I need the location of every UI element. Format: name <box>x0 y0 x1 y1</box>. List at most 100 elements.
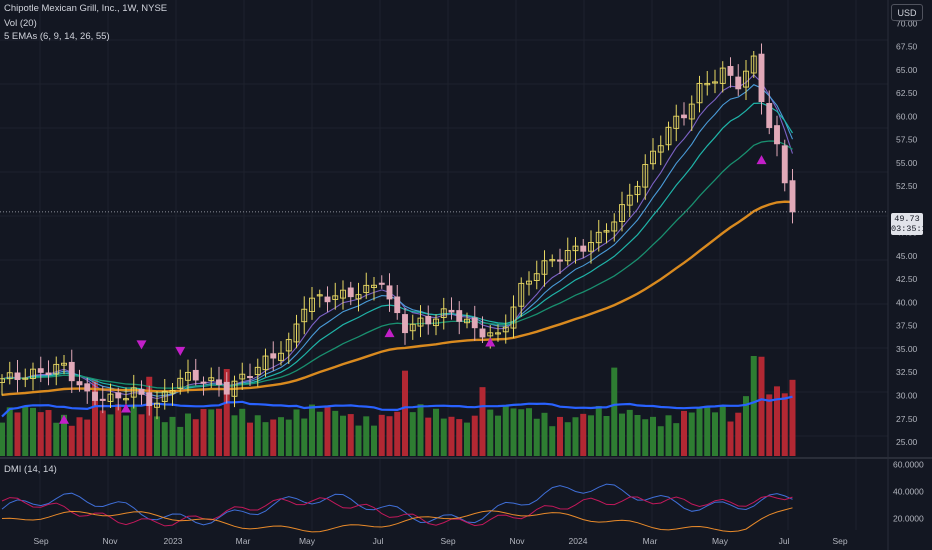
candle[interactable] <box>247 363 253 387</box>
candle[interactable] <box>471 305 478 341</box>
candle[interactable] <box>626 183 633 218</box>
candle[interactable] <box>278 341 284 366</box>
candle[interactable] <box>6 361 13 385</box>
candle[interactable] <box>479 316 486 343</box>
candle[interactable] <box>440 297 447 330</box>
candle[interactable] <box>37 356 44 383</box>
candle[interactable] <box>712 69 718 94</box>
candle[interactable] <box>270 341 277 371</box>
candle[interactable] <box>743 60 749 100</box>
candle[interactable] <box>696 75 703 113</box>
candle[interactable] <box>324 286 331 312</box>
candle[interactable] <box>789 168 796 224</box>
candle[interactable] <box>417 305 424 338</box>
ema-legend[interactable]: 5 EMAs (6, 9, 14, 26, 55) <box>4 31 110 42</box>
candle[interactable] <box>371 276 377 301</box>
volume-legend[interactable]: Vol (20) <box>4 18 37 29</box>
candle[interactable] <box>378 275 385 289</box>
candle[interactable] <box>146 385 153 416</box>
candle[interactable] <box>92 382 98 406</box>
candle[interactable] <box>541 250 548 287</box>
candle[interactable] <box>557 248 563 274</box>
candle[interactable] <box>216 366 222 397</box>
candle[interactable] <box>588 230 594 264</box>
candle[interactable] <box>394 285 401 320</box>
candle[interactable] <box>642 154 649 200</box>
candle[interactable] <box>595 219 602 252</box>
candle[interactable] <box>154 391 160 420</box>
candle[interactable] <box>448 297 455 320</box>
candle[interactable] <box>425 305 432 335</box>
candle[interactable] <box>347 281 354 306</box>
candle[interactable] <box>316 289 323 308</box>
candle[interactable] <box>309 286 315 320</box>
candle[interactable] <box>301 296 308 335</box>
candle[interactable] <box>603 223 610 244</box>
candle[interactable] <box>758 43 765 115</box>
candle[interactable] <box>650 138 656 170</box>
candle[interactable] <box>76 369 83 392</box>
candle[interactable] <box>45 360 52 386</box>
candle[interactable] <box>774 115 780 157</box>
candle[interactable] <box>130 374 137 409</box>
candle[interactable] <box>781 139 788 192</box>
candle[interactable] <box>22 368 29 388</box>
candle[interactable] <box>200 376 207 396</box>
candle[interactable] <box>727 57 734 88</box>
candle[interactable] <box>138 380 145 405</box>
candle[interactable] <box>185 359 191 394</box>
candle[interactable] <box>433 314 439 336</box>
candle[interactable] <box>665 121 672 151</box>
candle[interactable] <box>750 50 757 78</box>
candle[interactable] <box>223 372 230 404</box>
candle[interactable] <box>386 273 393 312</box>
candle[interactable] <box>68 349 75 394</box>
candle[interactable] <box>340 280 346 310</box>
currency-button[interactable]: USD <box>891 4 923 21</box>
candle[interactable] <box>355 282 362 312</box>
candle[interactable] <box>564 237 571 266</box>
candle[interactable] <box>719 61 726 93</box>
candle[interactable] <box>115 387 122 411</box>
candle[interactable] <box>510 295 517 338</box>
candle[interactable] <box>332 282 339 310</box>
candle[interactable] <box>293 314 300 349</box>
candle[interactable] <box>688 95 695 131</box>
candle[interactable] <box>518 277 525 317</box>
candle[interactable] <box>161 378 168 410</box>
candle[interactable] <box>0 374 5 396</box>
candle[interactable] <box>572 237 579 264</box>
candle[interactable] <box>735 64 742 96</box>
candle[interactable] <box>402 308 408 345</box>
candle[interactable] <box>84 377 91 404</box>
candle[interactable] <box>208 367 215 389</box>
candle[interactable] <box>53 356 60 386</box>
candle[interactable] <box>99 386 106 414</box>
candle[interactable] <box>495 324 501 342</box>
candle[interactable] <box>363 272 370 299</box>
candle[interactable] <box>611 213 618 242</box>
candle[interactable] <box>464 312 470 329</box>
candle[interactable] <box>192 358 199 386</box>
candle[interactable] <box>704 70 711 96</box>
candle[interactable] <box>61 354 67 375</box>
candle[interactable] <box>549 254 556 268</box>
candle[interactable] <box>766 90 773 135</box>
candle[interactable] <box>456 301 463 335</box>
candle[interactable] <box>657 135 664 166</box>
candle[interactable] <box>634 180 641 203</box>
candle[interactable] <box>526 271 532 296</box>
candle[interactable] <box>169 382 176 406</box>
candle[interactable] <box>673 104 680 142</box>
candle[interactable] <box>14 359 21 393</box>
candle[interactable] <box>177 369 184 395</box>
candle[interactable] <box>409 314 416 340</box>
candle[interactable] <box>502 314 509 344</box>
dmi-legend[interactable]: DMI (14, 14) <box>4 464 57 475</box>
candle[interactable] <box>681 102 687 126</box>
candle[interactable] <box>580 239 587 259</box>
candle[interactable] <box>30 362 36 391</box>
candle[interactable] <box>107 383 114 409</box>
candle[interactable] <box>231 375 238 408</box>
